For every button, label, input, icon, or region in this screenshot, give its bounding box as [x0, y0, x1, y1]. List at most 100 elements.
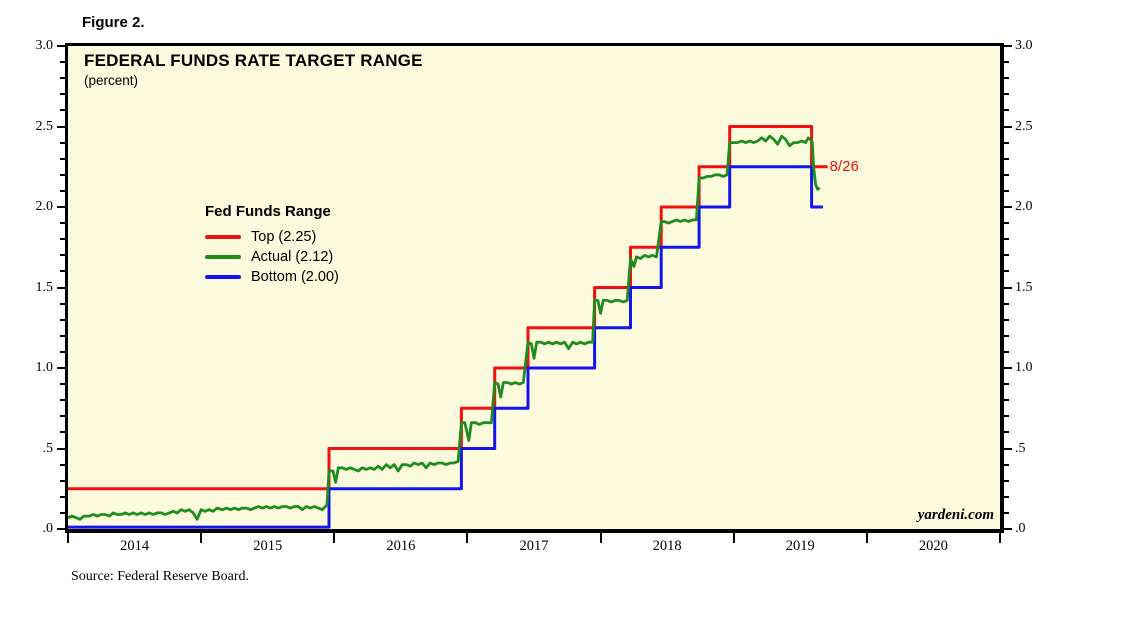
x-axis-tick: [865, 531, 868, 543]
y-axis-label: 2.0: [35, 199, 54, 214]
bottom-line-swatch: [205, 274, 241, 280]
y-axis-tick: [1004, 222, 1009, 225]
y-axis-tick: [60, 495, 65, 498]
x-axis-tick: [999, 531, 1001, 543]
y-axis-tick: [1004, 109, 1009, 112]
y-axis-label: 2.5: [35, 118, 54, 134]
y-axis-tick: [60, 141, 65, 144]
y-axis-tick: [1004, 45, 1012, 47]
y-axis-tick: [57, 125, 65, 128]
y-axis-tick: [1004, 479, 1009, 482]
actual-line-swatch: [205, 254, 241, 260]
y-axis-tick: [60, 479, 65, 482]
series-line-top: [68, 125, 828, 491]
y-axis-tick: [1004, 334, 1009, 337]
y-axis-tick: [60, 302, 65, 305]
y-axis-label: 3.0: [1015, 38, 1033, 53]
legend-heading: Fed Funds Range: [205, 203, 331, 220]
watermark: yardeni.com: [917, 507, 994, 523]
y-axis-tick: [1004, 157, 1009, 160]
y-axis-tick: [1004, 125, 1012, 128]
y-axis-label: 1.5: [35, 279, 54, 295]
x-axis-label: 2014: [120, 538, 150, 554]
y-axis-tick: [1004, 173, 1009, 176]
legend-item-bottom: Bottom (2.00): [205, 267, 339, 287]
y-axis-tick: [1004, 367, 1012, 369]
plot-background: [66, 44, 1003, 532]
y-axis-tick: [1004, 254, 1009, 257]
plot-frame-bottom: [65, 529, 1004, 533]
y-axis-tick: [60, 415, 65, 418]
y-axis-tick: [1004, 318, 1009, 321]
y-axis-tick: [57, 286, 65, 289]
y-axis-tick: [60, 173, 65, 176]
plot-area: [67, 125, 828, 529]
y-axis-tick: [57, 206, 65, 208]
y-axis-tick: [60, 318, 65, 321]
legend-label-top: Top (2.25): [251, 229, 317, 245]
x-axis-tick: [67, 531, 69, 543]
legend-item-top: Top (2.25): [205, 227, 339, 247]
y-axis-tick: [1004, 511, 1009, 514]
y-axis-tick: [1004, 415, 1009, 418]
x-axis-tick: [200, 531, 203, 543]
y-axis-tick: [60, 511, 65, 514]
y-axis-tick: [60, 222, 65, 225]
y-axis-tick: [1004, 206, 1012, 208]
y-axis-label: 1.0: [35, 360, 54, 375]
y-axis-tick: [57, 528, 65, 530]
x-axis-tick: [732, 531, 735, 543]
y-axis-tick: [60, 109, 65, 112]
y-axis-tick: [1004, 399, 1009, 402]
x-axis-tick: [333, 531, 336, 543]
y-axis-tick: [57, 367, 65, 369]
y-axis-tick: [1004, 93, 1009, 96]
x-axis-tick: [466, 531, 469, 543]
x-axis-label: 2017: [519, 538, 549, 554]
chart-title: FEDERAL FUNDS RATE TARGET RANGE: [84, 51, 423, 70]
y-axis-label: 1.0: [1015, 360, 1033, 375]
y-axis-tick: [60, 77, 65, 80]
x-axis-label: 2020: [918, 538, 948, 554]
source-note: Source: Federal Reserve Board.: [71, 569, 250, 584]
y-axis-tick: [1004, 350, 1009, 353]
y-axis-tick: [60, 399, 65, 402]
series-line-bottom: [68, 165, 823, 529]
legend-item-actual: Actual (2.12): [205, 247, 339, 267]
last-date-annotation: 8/26: [829, 157, 859, 175]
y-axis-label: 2.0: [1015, 199, 1033, 214]
y-axis-tick: [57, 447, 65, 450]
legend: Fed Funds Range Top (2.25) Actual (2.12)…: [205, 203, 339, 287]
x-axis-label: 2018: [652, 538, 682, 554]
series-line-actual: [67, 134, 821, 521]
y-axis-tick: [60, 93, 65, 96]
y-axis-tick: [1004, 238, 1009, 241]
y-axis-label: 2.5: [1015, 118, 1033, 134]
top-line-swatch: [205, 234, 241, 240]
y-axis-label: 1.5: [1015, 279, 1033, 295]
figure-label: Figure 2.: [82, 14, 145, 31]
y-axis-label: .0: [42, 521, 54, 536]
y-axis-tick: [1004, 383, 1009, 386]
y-axis-label: .5: [1015, 440, 1026, 456]
x-axis-tick: [599, 531, 602, 543]
y-axis-tick: [1004, 77, 1009, 80]
y-axis-tick: [1004, 286, 1012, 289]
y-axis-tick: [60, 238, 65, 241]
y-axis-tick: [1004, 61, 1009, 64]
y-axis-tick: [60, 334, 65, 337]
y-axis-tick: [60, 463, 65, 466]
y-axis-label: .0: [1015, 521, 1026, 536]
y-axis-tick: [60, 61, 65, 64]
y-axis-tick: [60, 350, 65, 353]
y-axis-label: .5: [42, 440, 54, 456]
y-axis-tick: [60, 189, 65, 192]
plot-frame-top: [65, 43, 1004, 46]
y-axis-tick: [60, 431, 65, 434]
y-axis-tick: [1004, 189, 1009, 192]
y-axis-tick: [60, 270, 65, 273]
y-axis-tick: [1004, 495, 1009, 498]
y-axis-tick: [1004, 302, 1009, 305]
x-axis-label: 2016: [386, 538, 416, 554]
